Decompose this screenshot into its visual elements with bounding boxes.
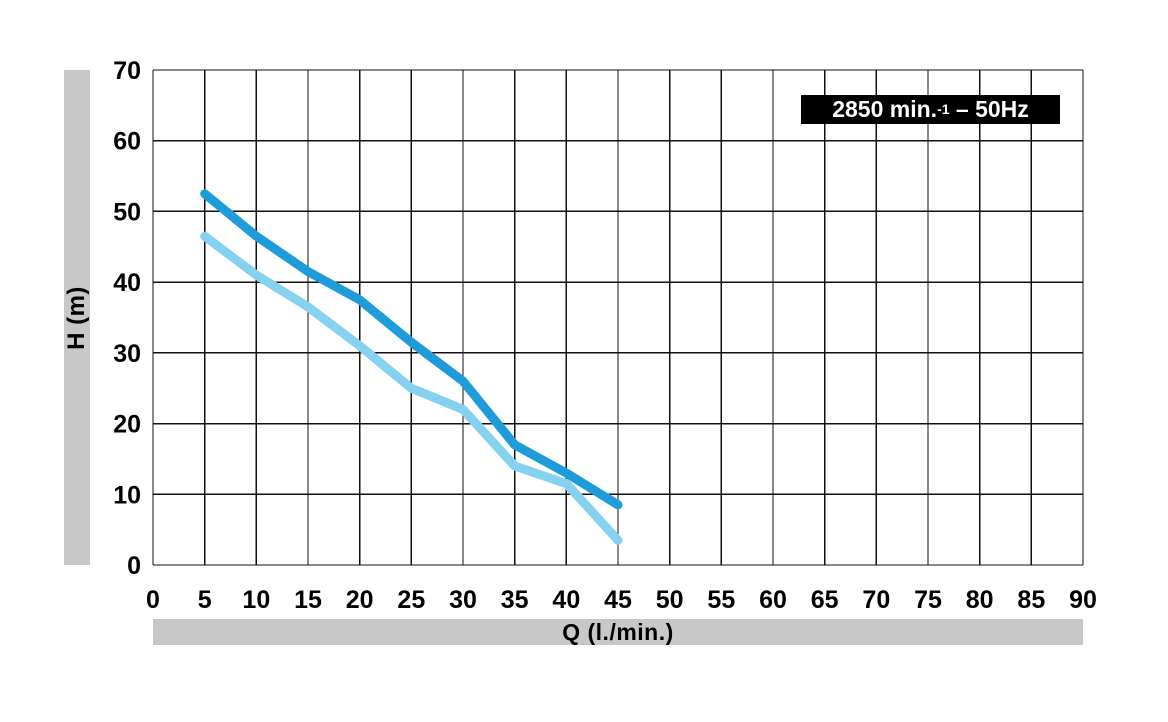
badge-text-suffix: – 50Hz [949,96,1029,122]
y-tick-label: 30 [113,340,141,368]
x-tick-label: 40 [552,586,580,614]
y-tick-label: 40 [113,269,141,297]
x-tick-label: 60 [759,586,787,614]
x-axis-title: Q (l./min.) [562,618,674,645]
x-tick-label: 0 [146,586,160,614]
x-tick-label: 25 [397,586,425,614]
x-tick-label: 5 [198,586,212,614]
x-tick-label: 30 [449,586,477,614]
x-tick-label: 20 [346,586,374,614]
x-tick-label: 15 [294,586,322,614]
y-tick-label: 50 [113,198,141,226]
x-tick-label: 45 [604,586,632,614]
x-tick-label: 10 [242,586,270,614]
x-axis-title-bar: Q (l./min.) [153,619,1083,645]
y-tick-label: 0 [127,552,141,580]
x-tick-label: 85 [1017,586,1045,614]
x-tick-label: 70 [862,586,890,614]
y-tick-label: 20 [113,411,141,439]
x-tick-label: 80 [966,586,994,614]
upper-curve [200,189,623,510]
speed-frequency-badge: 2850 min. -1 – 50Hz [801,95,1060,124]
x-tick-label: 65 [811,586,839,614]
y-axis-title-bar: H (m) [63,70,90,565]
y-tick-label: 10 [113,481,141,509]
y-tick-label: 60 [113,128,141,156]
x-tick-label: 75 [914,586,942,614]
badge-superscript: -1 [937,100,950,117]
x-tick-label: 50 [656,586,684,614]
y-tick-label: 70 [113,57,141,85]
x-tick-label: 55 [707,586,735,614]
lower-curve [200,231,623,545]
x-tick-label: 35 [501,586,529,614]
grid [152,69,1084,566]
badge-text-prefix: 2850 min. [832,96,938,122]
x-tick-label: 90 [1069,586,1097,614]
